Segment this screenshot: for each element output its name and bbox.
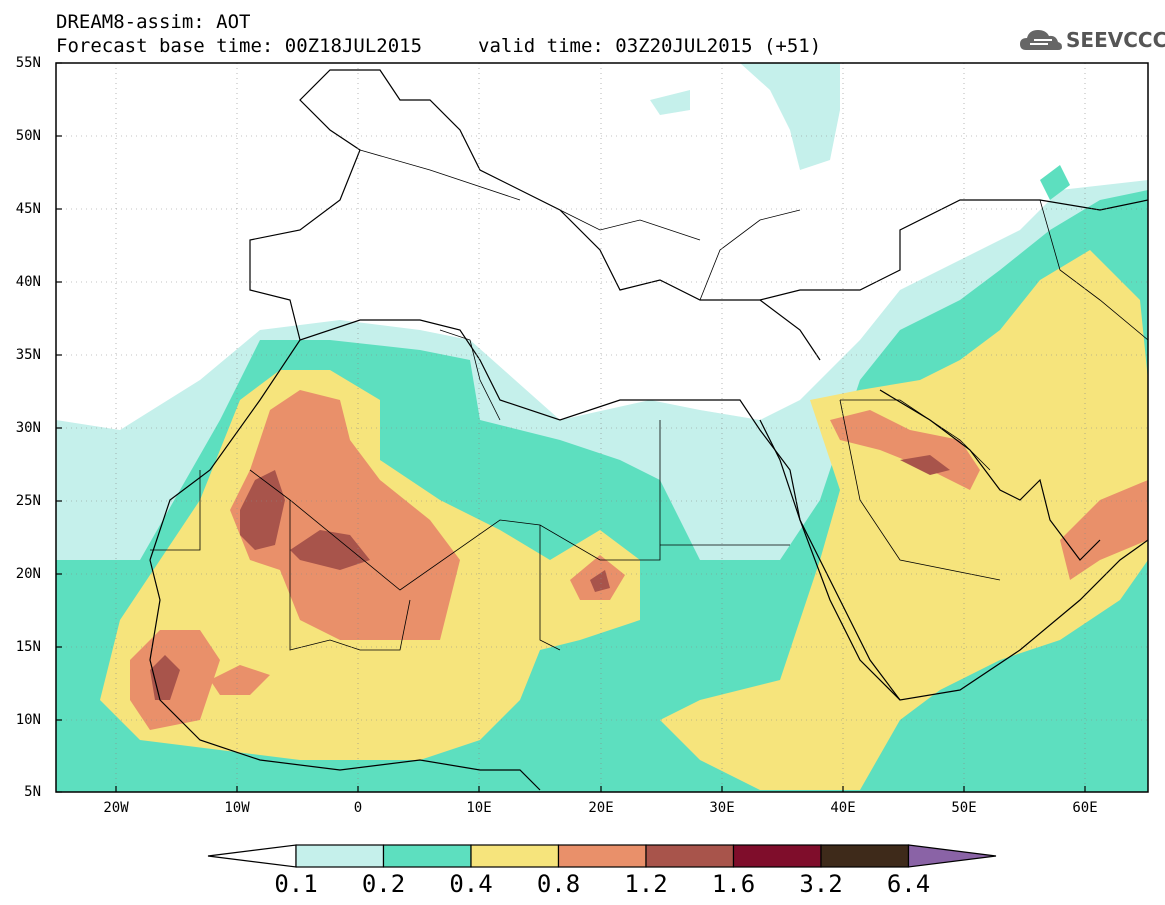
lat-label: 35N — [15, 347, 41, 363]
colorbar-bin-6 — [732, 844, 822, 868]
coastlines — [149, 69, 1148, 791]
aot-0.8-region-west — [230, 390, 460, 640]
forecast-base-time: Forecast base time: 00Z18JUL2015 — [56, 35, 423, 57]
aot-1.2-region — [240, 470, 285, 550]
lat-label: 10N — [15, 712, 41, 728]
colorbar-bin-7 — [820, 844, 910, 868]
colorbar-label: 0.2 — [361, 870, 406, 898]
lat-label: 30N — [15, 420, 41, 436]
colorbar-label: 1.6 — [711, 870, 756, 898]
colorbar-bin-5 — [645, 844, 735, 868]
graticule — [56, 63, 1148, 792]
lat-label: 45N — [15, 201, 41, 217]
valid-time: valid time: 03Z20JUL2015 (+51) — [478, 35, 822, 57]
colorbar-label: 6.4 — [886, 870, 931, 898]
colorbar-label: 0.1 — [274, 870, 318, 898]
lat-label: 55N — [15, 55, 41, 71]
colorbar-bin-3 — [470, 844, 560, 868]
logo-text: SEEVCCC — [1066, 28, 1165, 52]
lat-label: 25N — [15, 493, 41, 509]
lon-label: 40E — [830, 800, 856, 816]
colorbar-label: 1.2 — [624, 870, 668, 898]
lon-label: 10W — [224, 800, 250, 816]
lon-label: 30E — [709, 800, 735, 816]
axis-ticks — [56, 62, 1086, 793]
lat-label: 50N — [15, 128, 41, 144]
colorbar-bin-1 — [295, 844, 385, 868]
lat-label: 40N — [15, 274, 41, 290]
lat-label: 20N — [15, 566, 41, 582]
lon-label: 50E — [951, 800, 977, 816]
colorbar-bin-4 — [557, 844, 647, 868]
colorbar-label: 0.8 — [536, 870, 581, 898]
chart-title: DREAM8-assim: AOT — [56, 11, 251, 33]
lon-label: 0 — [353, 800, 363, 816]
country-borders — [150, 149, 1148, 651]
colorbar-label: 3.2 — [799, 870, 843, 898]
colorbar — [207, 844, 997, 868]
lon-label: 20W — [103, 800, 129, 816]
cloud-icon — [1020, 30, 1062, 50]
aot-0.4-region-east — [660, 250, 1148, 790]
lon-label: 20E — [588, 800, 614, 816]
lat-label: 5N — [24, 784, 41, 800]
lon-label: 60E — [1072, 800, 1098, 816]
colorbar-arrow-low — [207, 844, 297, 868]
lat-label: 15N — [15, 639, 41, 655]
colorbar-arrow-high — [907, 844, 997, 868]
colorbar-label: 0.4 — [449, 870, 493, 898]
colorbar-bin-2 — [382, 844, 472, 868]
lon-label: 10E — [466, 800, 492, 816]
